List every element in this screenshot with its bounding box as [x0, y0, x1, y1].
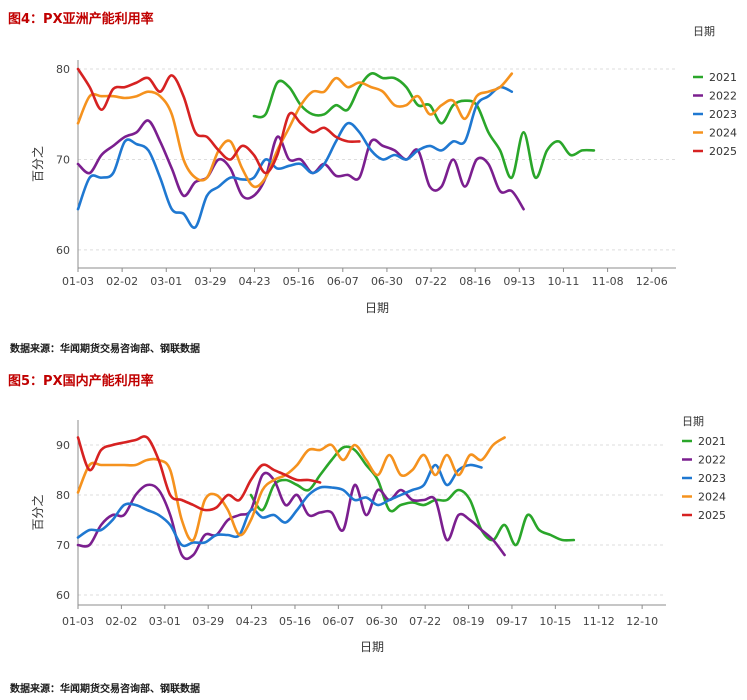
- series-line-2023: [76, 85, 514, 230]
- legend-label-2022: 2022: [698, 454, 726, 467]
- x-tick-label: 01-03: [62, 275, 94, 288]
- x-tick-label: 11-08: [592, 275, 624, 288]
- x-tick-label: 07-22: [409, 615, 441, 628]
- legend-label-2023: 2023: [709, 108, 737, 121]
- x-tick-label: 12-06: [636, 275, 668, 288]
- legend-label-2021: 2021: [709, 71, 737, 84]
- x-tick-label: 06-30: [366, 615, 398, 628]
- x-tick-label: 05-16: [279, 615, 311, 628]
- x-tick-label: 10-15: [539, 615, 571, 628]
- y-tick-label: 60: [56, 589, 70, 602]
- chart2-source: 数据来源：华闻期货交易咨询部、钢联数据: [10, 684, 200, 695]
- legend-label-2024: 2024: [698, 491, 726, 504]
- y-axis-label: 百分之: [31, 494, 45, 530]
- series-line-2022: [76, 471, 506, 561]
- y-tick-label: 80: [56, 489, 70, 502]
- x-tick-label: 06-07: [327, 275, 359, 288]
- x-tick-label: 12-10: [626, 615, 658, 628]
- x-axis-label: 日期: [360, 640, 384, 654]
- series-line-2024: [76, 436, 506, 542]
- x-tick-label: 06-30: [371, 275, 403, 288]
- legend-label-2022: 2022: [709, 90, 737, 103]
- x-tick-label: 04-23: [236, 615, 268, 628]
- x-tick-label: 03-01: [150, 275, 182, 288]
- chart1-source: 数据来源：华闻期货交易咨询部、钢联数据: [10, 344, 200, 355]
- x-tick-label: 09-17: [496, 615, 528, 628]
- legend-title: 日期: [682, 415, 704, 428]
- series-line-2025: [76, 435, 322, 512]
- x-tick-label: 08-19: [453, 615, 485, 628]
- series-line-2022: [76, 119, 525, 211]
- x-tick-label: 06-07: [322, 615, 354, 628]
- legend-label-2023: 2023: [698, 472, 726, 485]
- chart-asia-px-utilization: 60 70 80 01-03 02-02 03-01 03-29 04-23 05-16 06-0…: [31, 25, 737, 315]
- legend-label-2024: 2024: [709, 127, 737, 140]
- x-tick-label: 04-23: [239, 275, 271, 288]
- x-axis-label: 日期: [365, 301, 389, 315]
- x-tick-label: 03-01: [149, 615, 181, 628]
- legend-label-2025: 2025: [698, 509, 726, 522]
- x-tick-label: 03-29: [194, 275, 226, 288]
- x-tick-label: 08-16: [459, 275, 491, 288]
- y-tick-label: 60: [56, 244, 70, 257]
- x-tick-label: 03-29: [192, 615, 224, 628]
- y-axis-label: 百分之: [31, 146, 45, 182]
- y-tick-label: 80: [56, 63, 70, 76]
- series-line-2021: [249, 445, 576, 547]
- series-line-2023: [76, 463, 483, 548]
- series-line-2025: [76, 67, 361, 175]
- legend-label-2025: 2025: [709, 145, 737, 158]
- chart-domestic-px-utilization: 60 70 80 90 01-03 02-02 03-01 03-29 04-23 05-16 06…: [31, 415, 726, 654]
- x-tick-label: 02-02: [106, 275, 138, 288]
- chart2-title: 图5：PX国内产能利用率: [8, 374, 154, 389]
- x-tick-label: 11-12: [583, 615, 615, 628]
- y-tick-label: 70: [56, 539, 70, 552]
- legend-label-2021: 2021: [698, 435, 726, 448]
- y-tick-label: 90: [56, 439, 70, 452]
- chart1-title: 图4：PX亚洲产能利用率: [8, 12, 154, 27]
- x-tick-label: 01-03: [62, 615, 94, 628]
- legend-title: 日期: [693, 25, 715, 38]
- x-tick-label: 10-11: [547, 275, 579, 288]
- x-tick-label: 02-02: [105, 615, 137, 628]
- x-tick-label: 05-16: [283, 275, 315, 288]
- x-tick-label: 07-22: [415, 275, 447, 288]
- x-tick-label: 09-13: [503, 275, 535, 288]
- y-tick-label: 70: [56, 153, 70, 166]
